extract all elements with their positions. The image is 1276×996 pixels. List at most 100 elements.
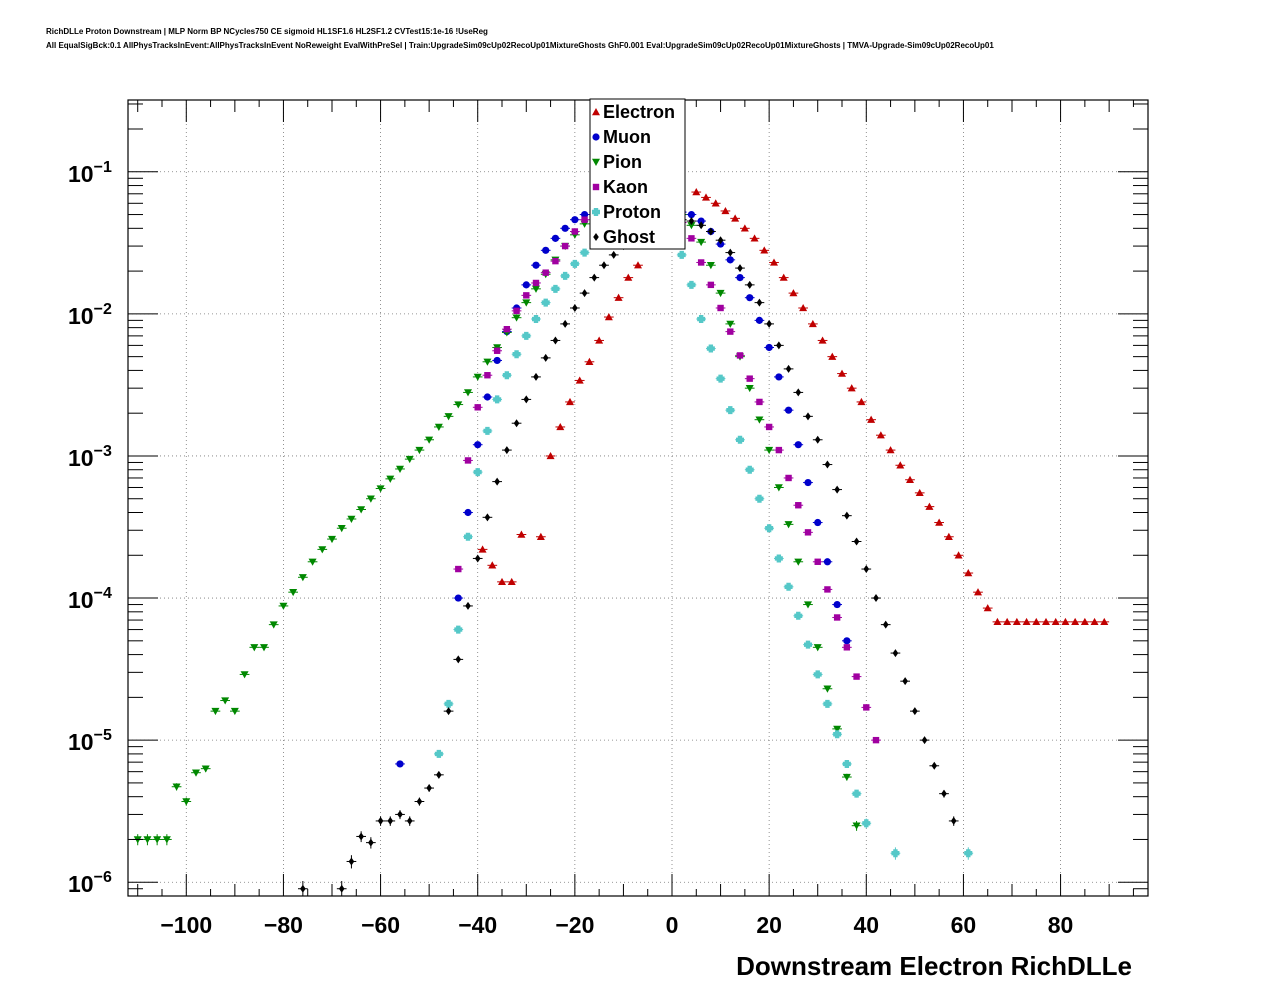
legend-label: Ghost — [603, 227, 655, 247]
data-point — [824, 586, 831, 593]
data-point — [745, 384, 754, 393]
x-tick-label: −40 — [458, 912, 497, 938]
y-tick-exponent: −3 — [94, 443, 112, 460]
data-point — [366, 495, 375, 503]
data-point — [595, 336, 604, 344]
data-point — [707, 281, 715, 289]
legend-label: Muon — [603, 127, 651, 147]
data-point — [454, 401, 463, 409]
data-point — [542, 269, 549, 276]
data-point — [775, 446, 783, 454]
data-point — [804, 601, 812, 609]
data-point — [794, 611, 803, 620]
data-point — [862, 819, 871, 828]
legend-label: Pion — [603, 152, 642, 172]
data-point — [746, 375, 753, 382]
data-point — [493, 356, 501, 365]
data-point — [604, 313, 613, 321]
data-point — [789, 289, 798, 297]
data-point — [716, 289, 725, 298]
data-point — [779, 273, 788, 281]
data-point — [522, 331, 531, 340]
data-point — [756, 298, 763, 307]
data-point — [434, 749, 443, 758]
series-pion — [132, 205, 862, 846]
data-point — [478, 545, 487, 553]
data-point — [493, 347, 501, 354]
data-point — [536, 532, 545, 540]
data-point — [833, 614, 841, 621]
data-point — [523, 292, 530, 299]
legend-marker — [592, 183, 600, 191]
data-point — [260, 644, 268, 652]
data-points — [132, 188, 1110, 896]
data-point — [954, 551, 963, 559]
data-point — [426, 784, 432, 793]
data-point — [746, 294, 754, 302]
data-point — [337, 525, 346, 533]
data-point — [912, 707, 918, 716]
data-point — [941, 789, 947, 798]
data-point — [785, 364, 792, 373]
data-point — [677, 250, 686, 259]
data-point — [746, 280, 753, 289]
data-point — [153, 836, 162, 844]
data-point — [483, 358, 492, 366]
data-point — [494, 477, 500, 486]
data-point — [824, 460, 831, 469]
data-point — [808, 319, 817, 328]
data-point — [551, 284, 560, 293]
data-point — [755, 494, 764, 503]
data-point — [814, 518, 822, 527]
data-point — [551, 234, 560, 242]
data-point — [688, 217, 695, 226]
data-point — [405, 455, 414, 464]
y-tick-base: 10 — [68, 303, 94, 329]
data-point — [610, 250, 617, 259]
data-point — [532, 261, 540, 269]
data-point — [765, 343, 773, 352]
legend-item-ghost: Ghost — [593, 227, 655, 247]
data-point — [853, 673, 860, 680]
data-point — [847, 384, 856, 392]
y-tick-exponent: −5 — [94, 727, 112, 744]
data-point — [1080, 617, 1089, 626]
data-point — [561, 242, 569, 250]
data-point — [571, 228, 579, 235]
data-point — [760, 246, 769, 254]
data-point — [737, 264, 743, 273]
data-point — [726, 406, 735, 415]
data-point — [347, 515, 356, 524]
data-point — [823, 558, 832, 566]
x-tick-label: −100 — [160, 912, 212, 938]
legend-box — [589, 98, 686, 250]
legend-marker — [593, 233, 599, 241]
data-point — [542, 246, 550, 254]
data-point — [454, 625, 463, 634]
data-point — [814, 435, 821, 444]
data-point — [706, 344, 715, 353]
data-point — [717, 304, 724, 312]
data-point — [892, 649, 899, 658]
data-point — [581, 289, 588, 298]
data-point — [697, 217, 705, 225]
data-point — [896, 461, 905, 469]
data-point — [804, 640, 812, 649]
data-point — [396, 465, 404, 473]
data-point — [784, 406, 793, 414]
data-point — [517, 530, 526, 538]
data-point — [756, 398, 763, 406]
legend-item-muon: Muon — [592, 127, 651, 147]
data-point — [1061, 617, 1070, 626]
data-point — [561, 224, 569, 232]
data-point — [838, 369, 846, 377]
data-point — [687, 210, 696, 219]
data-point — [765, 446, 774, 455]
x-tick-label: −80 — [264, 912, 303, 938]
data-point — [512, 314, 521, 322]
data-point — [857, 397, 866, 406]
data-point — [697, 315, 706, 324]
data-point — [794, 558, 803, 566]
data-point — [755, 316, 764, 324]
